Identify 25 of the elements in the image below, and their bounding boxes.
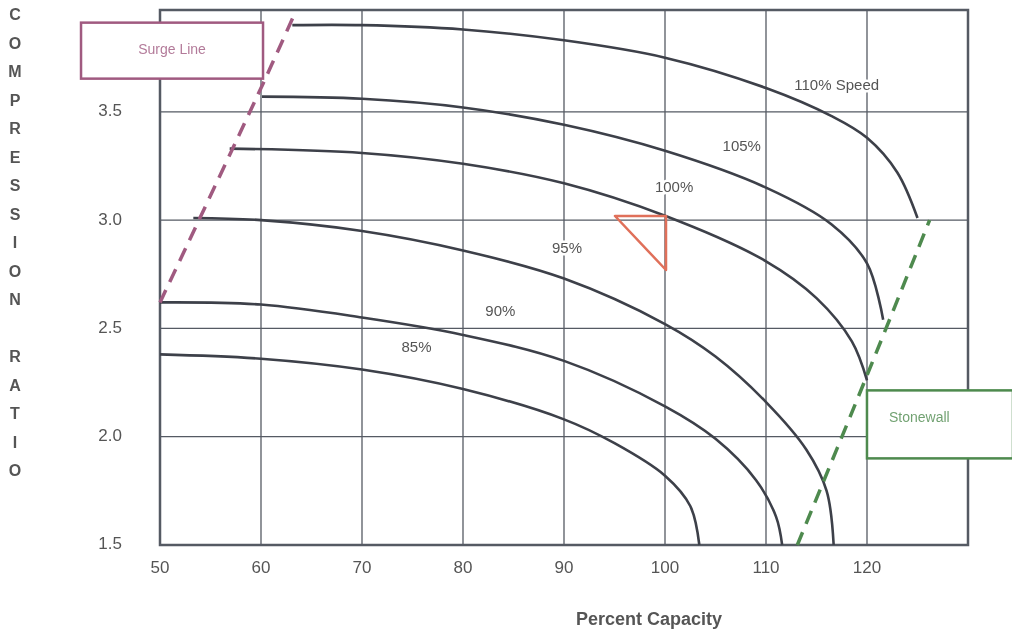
x-tick-label: 120 <box>852 558 882 577</box>
y-tick-label: 2.0 <box>98 426 122 446</box>
text: Stonewall <box>888 409 950 426</box>
x-tick-label: 60 <box>251 558 271 577</box>
line-series <box>192 216 835 547</box>
line-series <box>260 95 885 322</box>
x-tick-label: 70 <box>352 558 372 577</box>
y-tick-label: 3.0 <box>98 209 122 229</box>
y-tick-label: 2.5 <box>98 317 122 337</box>
x-tick-label: 50 <box>150 558 170 577</box>
annotation: 105% <box>722 136 761 154</box>
x-tick-label: 110 <box>752 558 780 577</box>
x-tick-label: 80 <box>453 558 473 577</box>
line-series <box>158 301 784 547</box>
annotation: 85% <box>401 338 432 356</box>
x-tick-label: 100 <box>650 558 680 577</box>
line-series <box>291 23 919 220</box>
annotation: 90% <box>485 301 516 319</box>
x-tick-label: 90 <box>554 558 574 577</box>
text: COMPRESSION RATIO <box>8 6 22 479</box>
line-series <box>158 353 701 547</box>
text: Surge Line <box>138 41 207 58</box>
y-tick-label: 3.5 <box>98 101 122 121</box>
y-tick-label: 1.5 <box>98 534 122 554</box>
x-axis-title: Percent Capacity <box>575 609 723 629</box>
